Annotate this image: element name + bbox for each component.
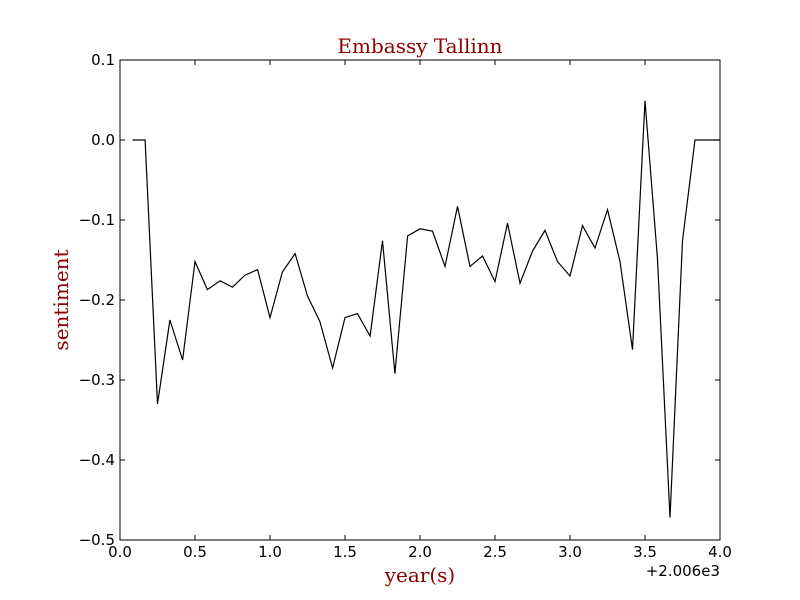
x-tick-label: 4.0 bbox=[708, 543, 732, 561]
y-tick-label: −0.1 bbox=[79, 211, 115, 229]
y-tick-label: 0.0 bbox=[91, 131, 115, 149]
plot-area bbox=[120, 60, 720, 540]
x-tick-label: 1.5 bbox=[333, 543, 357, 561]
x-offset-label: +2.006e3 bbox=[646, 562, 720, 580]
x-tick-label: 3.5 bbox=[633, 543, 657, 561]
chart-title: Embassy Tallinn bbox=[337, 34, 502, 58]
y-tick-label: −0.2 bbox=[79, 291, 115, 309]
x-tick-label: 3.0 bbox=[558, 543, 582, 561]
y-tick-label: −0.4 bbox=[79, 451, 115, 469]
y-tick-label: −0.5 bbox=[79, 531, 115, 549]
x-axis-label: year(s) bbox=[384, 563, 456, 587]
x-tick-label: 2.0 bbox=[408, 543, 432, 561]
tick-labels: 0.0 0.5 1.0 1.5 2.0 2.5 3.0 3.5 4.0 0.1 0.0 −0.1 −0.… bbox=[79, 51, 732, 561]
y-axis-label: sentiment bbox=[49, 249, 73, 350]
y-tick-label: 0.1 bbox=[91, 51, 115, 69]
series-layer bbox=[132, 100, 720, 518]
plot-frame bbox=[119, 59, 721, 541]
x-tick-label: 2.5 bbox=[483, 543, 507, 561]
y-tick-label: −0.3 bbox=[79, 371, 115, 389]
series-line bbox=[132, 100, 720, 518]
x-tick-label: 0.5 bbox=[183, 543, 207, 561]
x-tick-label: 0.0 bbox=[108, 543, 132, 561]
x-tick-label: 1.0 bbox=[258, 543, 282, 561]
